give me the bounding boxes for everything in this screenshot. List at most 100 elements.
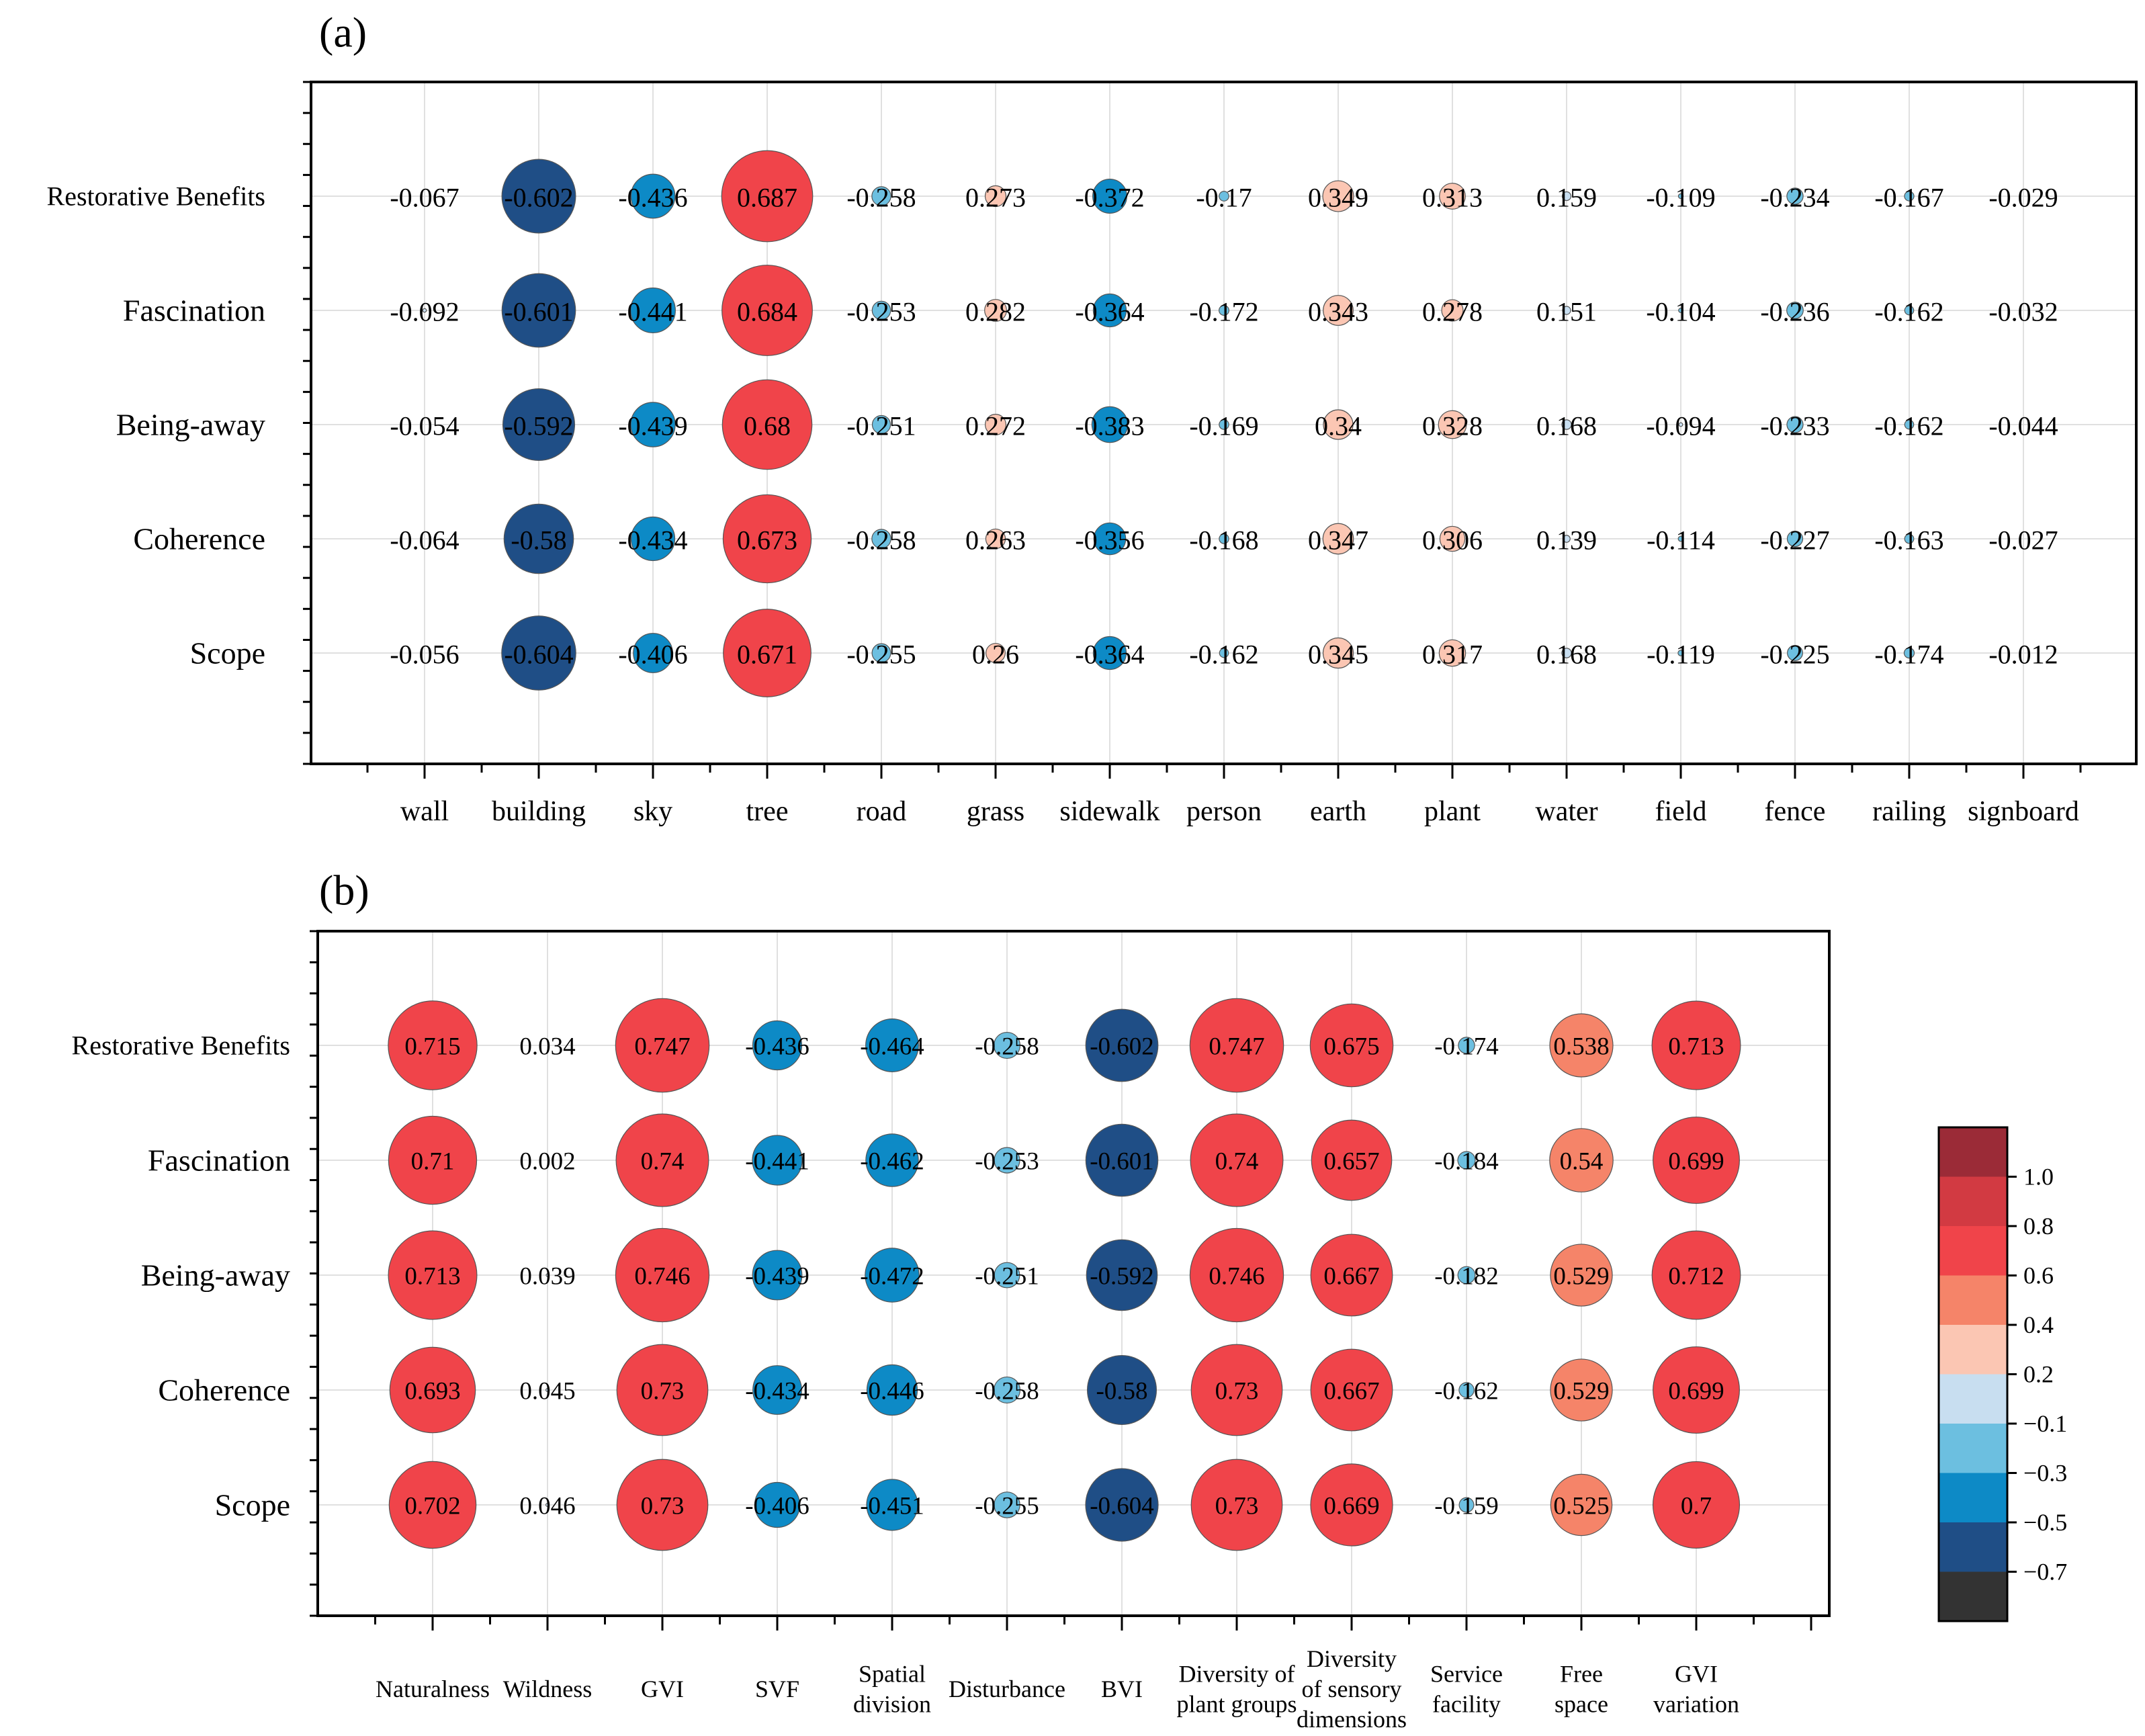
bubble	[1441, 299, 1464, 322]
colorbar-tick-label: −0.3	[2023, 1460, 2067, 1487]
column-label: facility	[1432, 1691, 1501, 1718]
colorbar-tick-label: 1.0	[2023, 1164, 2054, 1190]
value-label: -0.092	[390, 297, 459, 327]
bubble	[615, 1227, 710, 1323]
bubble	[616, 1344, 709, 1436]
colorbar-segment	[1939, 1176, 2007, 1226]
bubble	[1085, 1468, 1159, 1542]
column-label: Wildness	[503, 1676, 593, 1702]
column-label: Disturbance	[949, 1676, 1065, 1702]
column-label: sidewalk	[1059, 796, 1159, 827]
bubble	[985, 414, 1006, 435]
value-label: 0.746	[1209, 1263, 1264, 1291]
bubble	[1322, 523, 1354, 555]
panel-b: Restorative Benefits Fascination Being-awa…	[72, 867, 1831, 1733]
bubble	[871, 415, 891, 435]
value-label: 0.699	[1668, 1378, 1724, 1405]
value-label: -0.174	[1434, 1033, 1499, 1061]
column-label: variation	[1653, 1691, 1739, 1718]
value-label: -0.255	[846, 640, 916, 670]
bubble	[1085, 1123, 1159, 1197]
bubble	[871, 186, 891, 206]
value-label: 0.684	[737, 297, 797, 327]
value-label: -0.406	[618, 640, 687, 670]
value-label: 0.045	[519, 1378, 575, 1405]
column-label: Service	[1430, 1661, 1503, 1688]
bubble	[1093, 522, 1127, 556]
bubble	[723, 609, 812, 697]
value-label: 0.657	[1323, 1148, 1379, 1176]
value-label: 0.68	[744, 411, 791, 441]
bubble	[1457, 1266, 1476, 1285]
bubble	[388, 1000, 478, 1090]
value-label: -0.234	[1760, 183, 1829, 213]
bubble	[1458, 1037, 1475, 1054]
bubble	[1678, 308, 1683, 313]
value-label: 0.713	[404, 1263, 460, 1291]
value-label: 0.747	[634, 1033, 690, 1061]
colorbar-tick-label: −0.5	[2023, 1509, 2067, 1536]
value-label: -0.114	[1647, 525, 1715, 556]
value-label: -0.184	[1434, 1148, 1499, 1176]
bubble	[501, 273, 576, 348]
value-label: -0.054	[390, 411, 459, 441]
value-label: -0.236	[1760, 297, 1829, 327]
value-label: -0.356	[1075, 525, 1144, 556]
value-label: 0.039	[519, 1263, 575, 1291]
bubble	[865, 1018, 919, 1072]
value-label: -0.258	[975, 1378, 1039, 1405]
bubble	[388, 1461, 477, 1549]
bubble	[1561, 648, 1572, 658]
value-label: -0.372	[1075, 183, 1144, 213]
bubble	[865, 1248, 920, 1303]
bubble	[630, 288, 676, 333]
column-label: road	[857, 796, 907, 827]
bubble	[721, 379, 813, 470]
colorbar-tick-label: −0.7	[2023, 1559, 2067, 1586]
value-label: -0.227	[1760, 525, 1829, 556]
value-label: -0.056	[390, 640, 459, 670]
bubble	[502, 388, 576, 462]
bubble	[1189, 998, 1284, 1093]
colorbar-tick-label: 0.8	[2023, 1213, 2054, 1240]
bubble	[1786, 530, 1804, 548]
value-label: -0.446	[860, 1378, 924, 1405]
column-label: division	[853, 1691, 931, 1718]
value-label: -0.364	[1075, 640, 1144, 670]
bubble	[1310, 1233, 1393, 1317]
value-label: -0.162	[1189, 640, 1258, 670]
bubble	[1322, 637, 1354, 669]
value-label: -0.441	[745, 1148, 809, 1176]
bubble	[1086, 1239, 1158, 1311]
column-label: Diversity	[1307, 1645, 1397, 1672]
bubble	[1652, 1461, 1741, 1549]
value-label: 0.7	[1681, 1493, 1712, 1520]
value-label: -0.251	[846, 411, 916, 441]
bubble	[1904, 533, 1915, 544]
bubble	[1322, 180, 1354, 212]
value-label: -0.182	[1434, 1263, 1499, 1291]
panel-label: (b)	[319, 867, 369, 914]
value-label: 0.313	[1422, 183, 1483, 213]
column-label: of sensory	[1302, 1676, 1402, 1702]
bubble	[1439, 525, 1466, 552]
value-label: -0.464	[860, 1033, 924, 1061]
bubble	[1091, 406, 1129, 443]
column-label: space	[1555, 1691, 1608, 1718]
row-label: Scope	[190, 636, 265, 670]
bubble	[1904, 191, 1915, 202]
bubble	[1904, 305, 1915, 316]
value-label: -0.436	[745, 1033, 809, 1061]
value-label: 0.273	[965, 183, 1026, 213]
value-label: -0.17	[1196, 183, 1252, 213]
bubble	[1092, 636, 1127, 670]
value-label: 0.345	[1308, 640, 1368, 670]
value-label: 0.272	[965, 411, 1026, 441]
value-label: 0.73	[1215, 1378, 1259, 1405]
bubble	[389, 1346, 476, 1434]
bubble	[1086, 1354, 1157, 1426]
value-label: 0.002	[519, 1148, 575, 1176]
value-label: -0.258	[846, 525, 916, 556]
colorbar-segment	[1939, 1473, 2007, 1522]
bubble	[985, 528, 1006, 550]
